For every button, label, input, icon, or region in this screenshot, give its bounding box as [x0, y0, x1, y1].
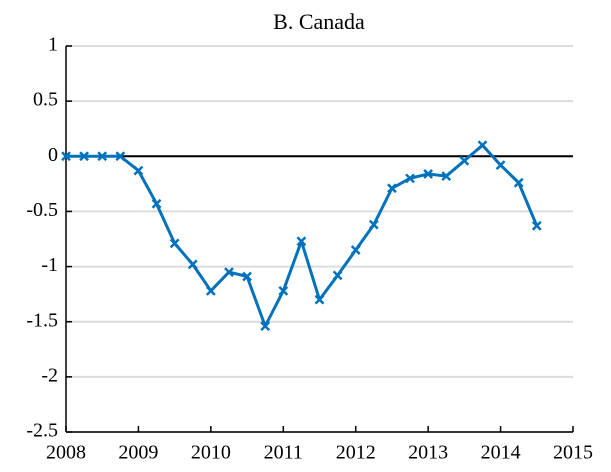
x-tick-label: 2014: [481, 442, 521, 464]
x-tick-label: 2009: [118, 442, 158, 464]
x-tick-label: 2011: [264, 442, 303, 464]
y-tick-label: 1: [48, 34, 58, 56]
y-tick-label: 0.5: [33, 89, 58, 111]
marker: [61, 151, 71, 162]
marker: [242, 271, 252, 282]
marker: [151, 198, 162, 209]
marker: [513, 177, 524, 188]
marker: [477, 140, 488, 151]
marker: [314, 294, 325, 305]
marker: [350, 245, 361, 255]
marker: [187, 259, 198, 270]
y-tick-label: -1: [41, 254, 58, 276]
x-tick-label: 2012: [336, 442, 376, 464]
marker: [260, 321, 271, 332]
chart-title: B. Canada: [273, 9, 365, 34]
marker: [115, 151, 126, 162]
x-tick-label: 2008: [46, 442, 86, 464]
y-tick-label: 0: [48, 144, 58, 166]
marker: [459, 155, 470, 166]
marker: [205, 285, 216, 296]
x-tick-label: 2010: [191, 442, 231, 464]
marker: [387, 183, 397, 194]
marker: [423, 169, 434, 179]
marker: [531, 220, 542, 231]
marker: [97, 151, 108, 162]
y-tick-label: -2.5: [26, 420, 58, 442]
y-tick-label: -1.5: [26, 309, 58, 331]
marker: [332, 270, 343, 281]
marker: [133, 165, 144, 176]
y-tick-label: -2: [41, 364, 58, 386]
marker: [278, 285, 289, 296]
marker: [495, 160, 506, 170]
marker: [169, 238, 180, 249]
marker: [296, 236, 307, 247]
marker: [79, 151, 89, 162]
marker: [224, 267, 234, 277]
y-tick-label: -0.5: [26, 199, 58, 221]
x-tick-label: 2013: [408, 442, 448, 464]
marker: [441, 171, 452, 182]
marker: [405, 173, 415, 184]
x-tick-label: 2015: [553, 442, 593, 464]
marker: [368, 219, 379, 230]
